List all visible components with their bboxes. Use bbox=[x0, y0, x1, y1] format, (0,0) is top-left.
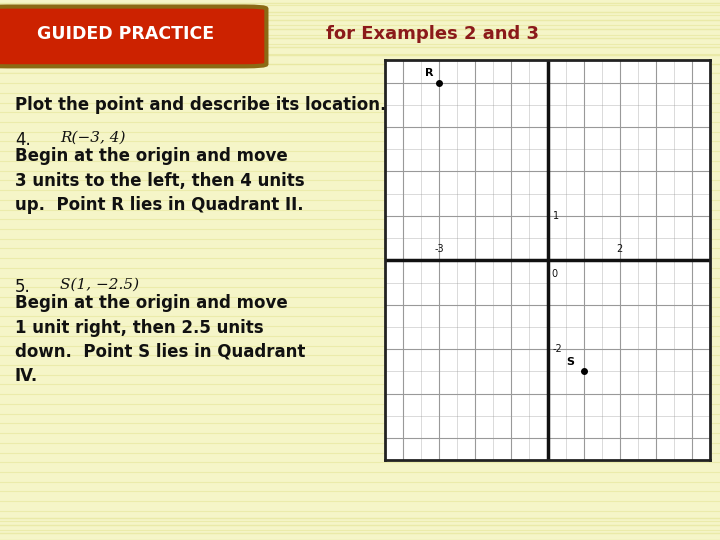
Text: R(−3, 4): R(−3, 4) bbox=[60, 131, 125, 145]
Text: Plot the point and describe its location.: Plot the point and describe its location… bbox=[15, 96, 387, 114]
Text: R: R bbox=[426, 68, 433, 78]
Text: GUIDED PRACTICE: GUIDED PRACTICE bbox=[37, 24, 215, 43]
Text: 2: 2 bbox=[616, 244, 623, 254]
Text: S: S bbox=[567, 357, 575, 367]
Text: Begin at the origin and move
3 units to the left, then 4 units
up.  Point R lies: Begin at the origin and move 3 units to … bbox=[15, 147, 305, 214]
Text: 5.: 5. bbox=[15, 278, 31, 295]
Text: for Examples 2 and 3: for Examples 2 and 3 bbox=[325, 24, 539, 43]
Text: -2: -2 bbox=[553, 344, 562, 354]
Text: Begin at the origin and move
1 unit right, then 2.5 units
down.  Point S lies in: Begin at the origin and move 1 unit righ… bbox=[15, 294, 305, 386]
Text: 0: 0 bbox=[551, 269, 557, 279]
FancyBboxPatch shape bbox=[0, 6, 266, 66]
Text: 1: 1 bbox=[553, 211, 559, 221]
Text: -3: -3 bbox=[434, 244, 444, 254]
Text: S(1, −2.5): S(1, −2.5) bbox=[60, 278, 139, 292]
Text: 4.: 4. bbox=[15, 131, 31, 149]
